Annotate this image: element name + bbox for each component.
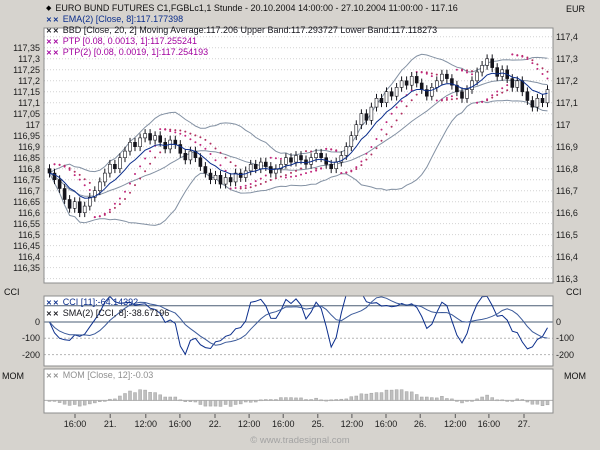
cci-panel-label-right: CCI [566, 287, 582, 297]
legend-ema: ✕✕ EMA(2) [Close, 8]:117.177398 [46, 14, 458, 25]
price-axis-tick-left: 117,3 [18, 53, 40, 64]
cci-panel-label-left: CCI [4, 287, 20, 297]
price-axis-tick-right: 116,4 [556, 251, 578, 262]
indicator-label-ptp2: PTP(2) [0.08, 0.0019, 1]:117.254193 [62, 47, 209, 57]
remove-indicator-icon[interactable]: ✕✕ [46, 28, 60, 35]
time-axis-label: 25. [311, 419, 325, 429]
price-axis-tick-left: 117,15 [13, 86, 40, 97]
time-axis-label: 16:00 [477, 419, 501, 429]
remove-indicator-icon[interactable]: ✕✕ [46, 300, 60, 307]
time-axis-label: 12:00 [444, 419, 467, 429]
time-axis-label: 12:00 [134, 419, 158, 429]
price-axis-tick-left: 117,05 [13, 108, 40, 119]
legend-cci: ✕✕ CCI [11]:-64.14392 [46, 297, 169, 308]
price-axis-tick-left: 117 [25, 119, 40, 130]
price-axis-tick-left: 116,5 [18, 229, 40, 240]
time-axis-label: 16:00 [271, 419, 295, 429]
chart-header: ◆ EURO BUND FUTURES C1,FGBLc1,1 Stunde - … [46, 3, 458, 58]
indicator-label-ptp: PTP [0.08, 0.0013, 1]:117.255241 [62, 36, 198, 46]
time-axis-label: 12:00 [340, 419, 364, 429]
cci-legend: ✕✕ CCI [11]:-64.14392 ✕✕ SMA(2) [CCI, 8]:-… [46, 297, 169, 319]
price-axis-tick-left: 116,65 [13, 196, 40, 207]
price-axis-tick-left: 116,45 [13, 240, 40, 251]
price-axis-tick-right: 116,8 [556, 163, 578, 174]
indicator-label-bbd: BBD [Close, 20, 2] Moving Average:117.20… [62, 25, 438, 35]
indicator-label-cci: CCI [11]:-64.14392 [62, 297, 139, 307]
mom-panel-label-right: MOM [564, 371, 586, 381]
legend-ptp: ✕✕ PTP [0.08, 0.0013, 1]:117.255241 [46, 36, 458, 47]
indicator-label-mom: MOM [Close, 12]:-0.03 [62, 370, 154, 380]
cci-axis-tick-right: -200 [556, 349, 575, 360]
price-axis-tick-left: 116,9 [18, 141, 40, 152]
price-axis-tick-left: 117,35 [13, 42, 40, 53]
legend-bbd: ✕✕ BBD [Close, 20, 2] Moving Average:117.… [46, 25, 458, 36]
price-axis-tick-left: 117,25 [13, 64, 40, 75]
price-axis-tick-right: 116,9 [556, 141, 578, 152]
time-axis-label: 12:00 [237, 419, 261, 429]
currency-label: EUR [566, 4, 586, 14]
time-axis-label: 26. [413, 419, 427, 429]
price-axis-tick-right: 116,6 [556, 207, 578, 218]
price-axis-tick-right: 117,2 [556, 75, 578, 86]
price-axis-tick-right: 116,7 [556, 185, 578, 196]
price-axis-tick-right: 117,3 [556, 53, 578, 64]
price-axis-tick-left: 116,75 [13, 174, 40, 185]
chart-title: EURO BUND FUTURES C1,FGBLc1,1 Stunde - 2… [55, 3, 458, 13]
price-axis-tick-left: 116,4 [18, 251, 40, 262]
mom-panel-label-left: MOM [2, 371, 24, 381]
price-axis-tick-left: 116,35 [13, 262, 40, 273]
price-axis-tick-left: 116,85 [13, 152, 40, 163]
cci-axis-tick-left: -100 [21, 333, 40, 344]
remove-indicator-icon[interactable]: ✕✕ [46, 17, 60, 24]
time-axis-label: 21. [103, 419, 117, 429]
price-axis-tick-left: 116,95 [13, 130, 40, 141]
time-axis-label: 16:00 [374, 419, 398, 429]
indicator-label-ema: EMA(2) [Close, 8]:117.177398 [62, 14, 184, 24]
cci-axis-tick-left: 0 [34, 317, 40, 328]
legend-ptp2: ✕✕ PTP(2) [0.08, 0.0019, 1]:117.254193 [46, 47, 458, 58]
price-axis-tick-right: 117,1 [556, 97, 578, 108]
price-axis-tick-right: 117,4 [556, 31, 578, 42]
price-axis-tick-right: 117 [556, 119, 571, 130]
cci-axis-tick-left: -200 [21, 349, 40, 360]
price-axis-tick-left: 116,8 [18, 163, 40, 174]
legend-sma-cci: ✕✕ SMA(2) [CCI, 8]:-38.67196 [46, 308, 169, 319]
legend-mom: ✕✕ MOM [Close, 12]:-0.03 [46, 370, 153, 381]
price-axis-tick-left: 116,7 [18, 185, 40, 196]
indicator-label-sma-cci: SMA(2) [CCI, 8]:-38.67196 [62, 308, 170, 318]
price-axis-tick-right: 116,3 [556, 273, 578, 284]
time-axis-label: 16:00 [168, 419, 192, 429]
price-axis-tick-right: 116,5 [556, 229, 578, 240]
watermark: © www.tradesignal.com [250, 435, 350, 446]
chart-title-line: ◆ EURO BUND FUTURES C1,FGBLc1,1 Stunde - … [46, 3, 458, 14]
cci-axis-tick-right: -100 [556, 333, 575, 344]
remove-indicator-icon[interactable]: ✕✕ [46, 311, 60, 318]
remove-indicator-icon[interactable]: ✕✕ [46, 50, 60, 57]
remove-indicator-icon[interactable]: ✕✕ [46, 373, 60, 380]
time-axis-label: 22. [208, 419, 222, 429]
price-axis-tick-left: 117,2 [18, 75, 40, 86]
remove-indicator-icon[interactable]: ✕✕ [46, 39, 60, 46]
time-axis-label: 27. [517, 419, 531, 429]
price-axis-tick-left: 117,1 [18, 97, 40, 108]
instrument-icon: ◆ [46, 5, 52, 12]
cci-axis-tick-right: 0 [556, 317, 562, 328]
price-axis-tick-left: 116,55 [13, 218, 40, 229]
price-axis-tick-left: 116,6 [18, 207, 40, 218]
time-axis-label: 16:00 [63, 419, 87, 429]
